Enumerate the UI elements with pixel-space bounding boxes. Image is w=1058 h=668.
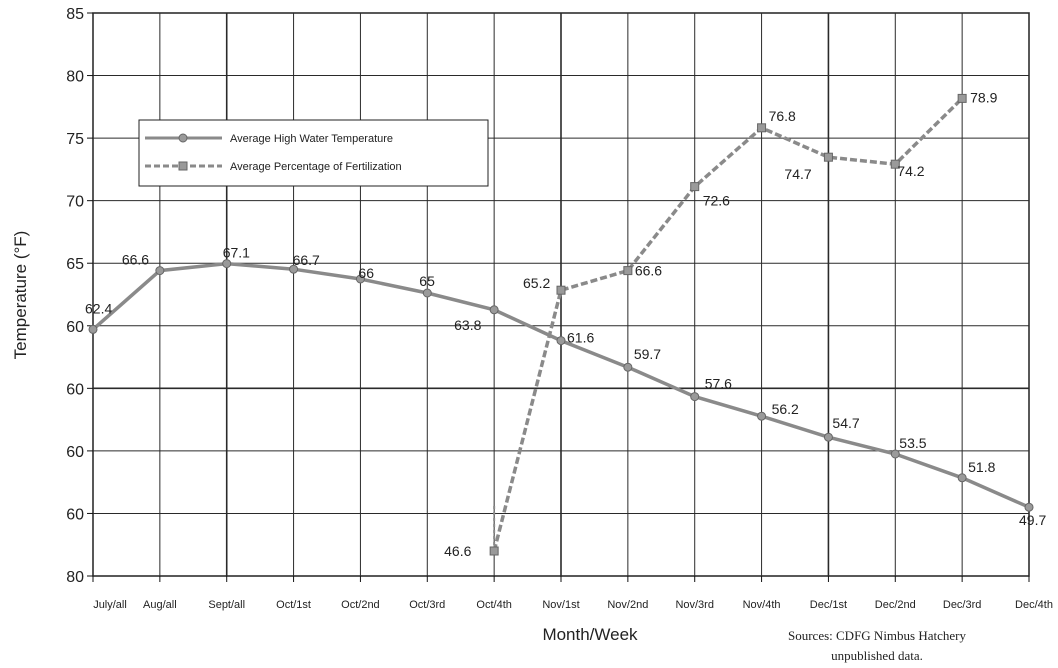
temperature-point xyxy=(556,336,566,346)
x-tick-label: Nov/3rd xyxy=(675,599,714,611)
x-tick-label: Sept/all xyxy=(208,599,245,611)
source-note-line1: Sources: CDFG Nimbus Hatchery xyxy=(788,628,967,643)
y-tick-label: 75 xyxy=(66,131,84,148)
temperature-point xyxy=(957,473,967,483)
y-axis-title: Temperature (°F) xyxy=(11,231,30,360)
y-tick-label: 60 xyxy=(66,506,84,523)
x-tick-label: Dec/4th xyxy=(1015,599,1053,611)
fertilization-data-label: 78.9 xyxy=(970,89,997,105)
fertilization-data-label: 46.6 xyxy=(444,543,471,559)
x-axis-title: Month/Week xyxy=(542,625,638,644)
temperature-data-label: 57.6 xyxy=(705,376,732,392)
fertilization-point xyxy=(690,182,700,192)
fertilization-point xyxy=(890,159,900,169)
legend: Average High Water Temperature Average P… xyxy=(138,119,489,187)
fertilization-data-label: 65.2 xyxy=(523,275,550,291)
y-tick-label: 80 xyxy=(66,569,84,586)
x-tick-label: Dec/2nd xyxy=(875,599,916,611)
temperature-point xyxy=(1024,502,1034,512)
temperature-point xyxy=(355,274,365,284)
temperature-data-label: 53.5 xyxy=(899,435,926,451)
y-tick-label: 60 xyxy=(66,444,84,461)
fertilization-point xyxy=(489,546,499,556)
temperature-point xyxy=(690,392,700,402)
temperature-point xyxy=(88,324,98,334)
fertilization-data-label: 74.2 xyxy=(897,163,924,179)
fertilization-point xyxy=(823,152,833,162)
fertilization-point xyxy=(957,93,967,103)
temperature-data-label: 63.8 xyxy=(454,317,481,333)
fertilization-point xyxy=(757,123,767,133)
temperature-data-label: 61.6 xyxy=(567,330,594,346)
temperature-data-label: 59.7 xyxy=(634,346,661,362)
series-line-fertilization xyxy=(492,97,964,552)
x-tick-label: Oct/2nd xyxy=(341,599,380,611)
temperature-point xyxy=(422,288,432,298)
fertilization-point xyxy=(623,266,633,276)
x-tick-label: Dec/3rd xyxy=(943,599,982,611)
x-tick-label: Nov/2nd xyxy=(607,599,648,611)
temperature-point xyxy=(823,432,833,442)
x-tick-label: Nov/1st xyxy=(542,599,579,611)
fertilization-data-label: 72.6 xyxy=(703,193,730,209)
fertilization-data-label: 66.6 xyxy=(635,263,662,279)
temperature-data-label: 51.8 xyxy=(968,459,995,475)
x-tick-label: Nov/4th xyxy=(743,599,781,611)
x-tick-label: July/all xyxy=(93,599,127,611)
y-tick-label: 60 xyxy=(66,319,84,336)
temperature-data-label: 49.7 xyxy=(1019,512,1046,528)
temperature-data-label: 54.7 xyxy=(832,415,859,431)
y-tick-labels: 80 60 60 60 60 65 70 75 80 85 xyxy=(66,6,93,586)
temperature-data-label: 56.2 xyxy=(772,401,799,417)
temperature-point xyxy=(155,266,165,276)
y-tick-label: 85 xyxy=(66,6,84,23)
temperature-data-label: 66.6 xyxy=(122,252,149,268)
x-tick-label: Oct/3rd xyxy=(409,599,445,611)
y-tick-label: 80 xyxy=(66,69,84,86)
y-tick-label: 70 xyxy=(66,194,84,211)
temperature-data-label: 65 xyxy=(419,273,435,289)
temperature-point xyxy=(289,264,299,274)
temperature-point xyxy=(623,362,633,372)
temperature-point xyxy=(757,411,767,421)
temperature-point xyxy=(222,259,232,269)
legend-marker-temp xyxy=(178,133,188,143)
legend-box xyxy=(138,119,489,187)
x-tick-label: Dec/1st xyxy=(810,599,847,611)
y-tick-label: 60 xyxy=(66,381,84,398)
x-tick-label: Oct/4th xyxy=(476,599,511,611)
temperature-point xyxy=(890,449,900,459)
y-tick-label: 65 xyxy=(66,256,84,273)
fertilization-data-label: 76.8 xyxy=(769,108,796,124)
x-tick-label: Oct/1st xyxy=(276,599,311,611)
fertilization-data-label: 74.7 xyxy=(784,166,811,182)
fertilization-point xyxy=(556,285,566,295)
series-layer xyxy=(88,93,1034,556)
temperature-data-label: 62.4 xyxy=(85,300,112,316)
legend-marker-fert xyxy=(178,161,188,171)
temperature-data-label: 66.7 xyxy=(293,252,320,268)
source-note-line2: unpublished data. xyxy=(831,648,923,663)
temperature-data-label: 67.1 xyxy=(223,245,250,261)
legend-label-fert: Average Percentage of Fertilization xyxy=(230,161,402,173)
temperature-data-label: 66 xyxy=(358,265,374,281)
data-labels: 62.4 66.6 67.1 66.7 66 65 63.8 61.6 59.7 57.6 56.2… xyxy=(85,89,1046,559)
legend-label-temp: Average High Water Temperature xyxy=(230,133,393,145)
x-tick-labels: July/all Aug/all Sept/all Oct/1st Oct/2nd Oct… xyxy=(93,599,1053,611)
temperature-point xyxy=(489,305,499,315)
x-tick-label: Aug/all xyxy=(143,599,177,611)
